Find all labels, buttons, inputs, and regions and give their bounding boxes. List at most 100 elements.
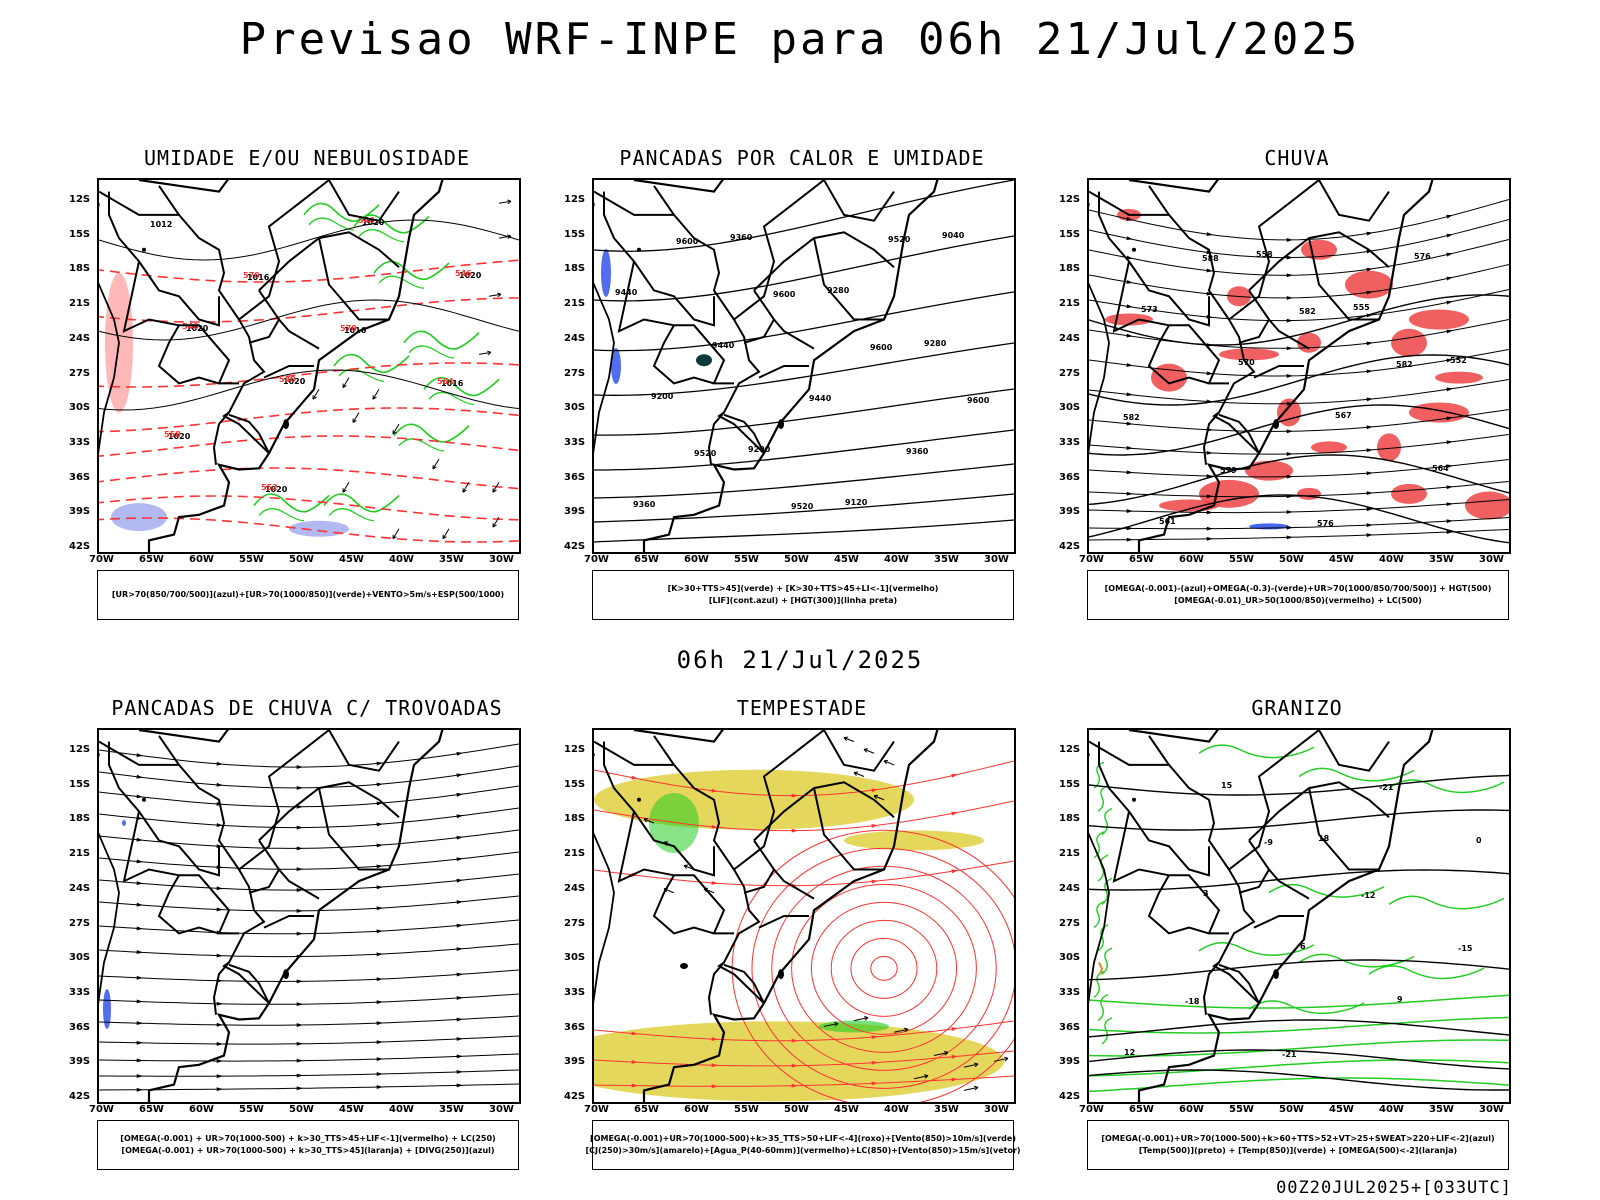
contour-label: -21 xyxy=(1379,783,1394,792)
streamline-arrow xyxy=(296,846,303,851)
map-panel: 588 582 582 582 579 576 576 573 570 567 564 561 558 5… xyxy=(1087,178,1511,554)
map-coastline xyxy=(99,730,444,1102)
temp-850-green-contour xyxy=(1198,744,1315,759)
longitude-tick-label: 70W xyxy=(1079,554,1104,565)
temp-850-green-contour xyxy=(1093,970,1105,998)
legend-line: [OMEGA(-0.001)+UR>70(1000-500)+k>35_TTS>… xyxy=(590,1134,1016,1143)
streamline-arrow xyxy=(1206,268,1213,273)
political-border-path xyxy=(1112,261,1229,385)
political-border-path xyxy=(603,191,715,327)
rain-red-area xyxy=(1277,398,1301,427)
longitude-tick-label: 70W xyxy=(89,1104,114,1115)
longitude-tick-label: 60W xyxy=(189,1104,214,1115)
political-border-path xyxy=(652,324,715,385)
streamline-path xyxy=(99,1083,519,1091)
political-border-path xyxy=(248,319,280,344)
map-panel: 9600 9600 9600 9600 9520 9520 9520 9440 9440 9440… xyxy=(592,178,1016,554)
legend-box: [OMEGA(-0.001) + UR>70(1000-500) + k>30_… xyxy=(97,1120,519,1170)
thickness-contour xyxy=(99,467,519,490)
latitude-tick-label: 24S xyxy=(69,882,91,894)
streamline-path xyxy=(1089,239,1509,276)
latitude-tick-label: 27S xyxy=(69,367,91,379)
latitude-tick-label: 15S xyxy=(69,778,91,790)
streamline-arrow xyxy=(296,979,303,984)
streamline-arrow xyxy=(1446,214,1453,219)
streamline-arrow xyxy=(1366,397,1373,402)
political-border-path xyxy=(1308,237,1379,321)
political-border-path xyxy=(813,237,884,321)
contour-label: 570 xyxy=(243,271,260,280)
political-border-path xyxy=(238,180,330,321)
geopotential-500-contour xyxy=(1089,354,1509,406)
streamline-arrow xyxy=(711,1063,718,1068)
streamline-arrow xyxy=(216,907,223,912)
political-border-path xyxy=(753,781,895,842)
low-pressure-streamline xyxy=(771,865,997,1071)
wind-vector xyxy=(853,1016,869,1022)
longitude-tick-label: 40W xyxy=(884,1104,909,1115)
political-border-path xyxy=(258,839,320,900)
latitude-tick-label: 15S xyxy=(69,228,91,240)
pressure-contour xyxy=(99,369,519,411)
wind-vector xyxy=(392,423,400,435)
low-pressure-streamline xyxy=(870,955,898,981)
streamline-arrow xyxy=(376,906,383,911)
lake-marker xyxy=(680,962,688,969)
political-border-path xyxy=(328,730,400,772)
latitude-tick-label: 30S xyxy=(1059,952,1081,964)
latitude-tick-label: 33S xyxy=(564,436,586,448)
temp-500-black-contour xyxy=(1089,1049,1509,1070)
streamline-arrow xyxy=(1206,536,1213,541)
streamline-arrow xyxy=(376,782,383,787)
streamline-arrow xyxy=(136,926,143,931)
streamline-arrow xyxy=(1366,491,1373,496)
streamline-path xyxy=(1089,199,1509,241)
geopotential-500-contour xyxy=(1089,294,1509,346)
geopotential-contour xyxy=(594,463,1014,499)
streamline-path xyxy=(1089,289,1509,322)
streamline-arrow xyxy=(456,1054,463,1059)
streamline-arrow xyxy=(791,793,798,798)
temp-850-green-contour xyxy=(1388,895,1505,910)
latitude-tick-label: 15S xyxy=(1059,778,1081,790)
rain-red-area xyxy=(1345,270,1393,299)
political-border-path xyxy=(743,319,775,344)
political-border-path xyxy=(238,730,330,871)
wind-vector xyxy=(342,481,350,493)
political-border-path xyxy=(743,869,775,894)
rain-red-area xyxy=(1151,363,1187,392)
humidity-green-contour xyxy=(253,493,330,513)
political-border-path xyxy=(1308,787,1379,871)
streamline-arrow xyxy=(456,1017,463,1022)
political-border-path xyxy=(813,787,884,871)
andes-border-path xyxy=(594,203,615,454)
longitude-tick-label: 60W xyxy=(684,1104,709,1115)
streamline-arrow xyxy=(296,908,303,913)
latitude-tick-label: 39S xyxy=(69,506,91,518)
jet-yellow-area xyxy=(594,769,914,830)
streamline-arrow xyxy=(136,1040,143,1045)
streamline-arrow xyxy=(1126,537,1133,542)
latitude-tick-label: 36S xyxy=(1059,1021,1081,1033)
streamline-arrow xyxy=(376,1040,383,1045)
map-coastline xyxy=(1089,730,1434,1102)
streamline-arrow xyxy=(136,902,143,907)
latitude-tick-label: 18S xyxy=(1059,263,1081,275)
contour-label: -21 xyxy=(1282,1050,1297,1059)
streamline-arrow xyxy=(456,972,463,977)
humidity-green-contour xyxy=(258,508,305,522)
jet-yellow-area xyxy=(594,1021,1004,1102)
streamline-arrow xyxy=(216,1001,223,1006)
thickness-contour xyxy=(99,495,519,521)
streamline-arrow xyxy=(1126,279,1133,284)
streamline-arrow xyxy=(296,765,303,770)
streamline-arrow xyxy=(376,977,383,982)
longitude-tick-label: 65W xyxy=(1129,1104,1154,1115)
streamline-arrow xyxy=(711,880,718,885)
streamline-path xyxy=(99,873,519,891)
latitude-tick-label: 30S xyxy=(69,402,91,414)
streamline-path xyxy=(1089,517,1509,530)
streamline-arrow xyxy=(1286,273,1293,278)
streamline-arrow xyxy=(136,1087,143,1092)
streamline-path xyxy=(99,851,519,870)
